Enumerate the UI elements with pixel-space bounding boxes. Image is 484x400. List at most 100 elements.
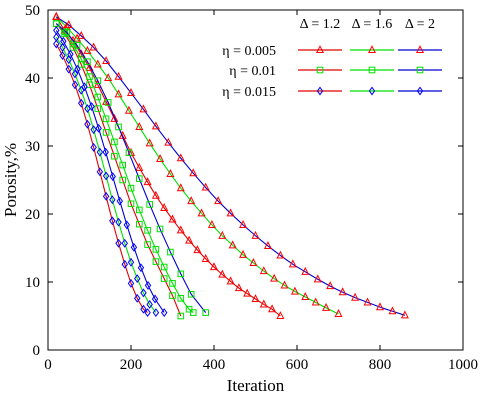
square-marker [73,42,81,49]
triangle-marker [135,162,144,171]
diamond-marker [96,167,104,177]
legend: Δ = 1.2 Δ = 1.6 Δ = 2 η = 0.005 η = 0.01 η = … [222,17,442,100]
triangle-marker [351,292,360,301]
triangle-marker [226,208,235,217]
square-marker [102,129,110,136]
diamond-marker [115,217,122,227]
legend-sample [398,66,442,74]
triangle-marker [375,302,385,311]
diamond-marker [81,82,88,92]
triangle-marker [388,306,397,315]
diamond-marker [77,98,85,108]
triangle-marker [151,190,160,199]
square-marker [167,248,174,256]
series-5 [53,20,209,316]
triangle-marker [114,71,123,80]
legend-sample [398,45,442,54]
triangle-marker [201,182,210,191]
series-2 [52,11,409,319]
diamond-marker [53,39,60,49]
square-marker [84,58,91,65]
triangle-marker [259,266,268,275]
series-line [55,16,339,315]
square-marker [136,206,143,214]
diamond-marker [137,263,145,273]
diamond-marker [53,32,60,42]
series-3 [53,20,185,320]
triangle-marker [83,45,92,54]
triangle-marker [176,153,185,162]
triangle-marker [311,297,320,306]
series-line [55,36,157,313]
series-line [55,16,281,317]
triangle-marker [280,280,289,289]
triangle-marker [126,88,136,97]
x-axis-title: Iteration [227,376,285,395]
diamond-marker [53,25,60,35]
legend-column-header: Δ = 1.2 [300,17,341,32]
triangle-marker [322,302,331,311]
triangle-marker [89,42,98,51]
triangle-marker [239,219,248,228]
triangle-marker [160,202,169,211]
triangle-marker [166,168,175,177]
diamond-marker [144,308,151,318]
legend-sample [350,45,394,54]
diamond-marker [102,171,110,181]
square-marker [177,270,185,278]
legend-diamond-marker [368,86,376,96]
diamond-marker [67,49,74,59]
square-marker [111,152,118,160]
square-marker [77,55,85,63]
y-tick-label: 0 [33,343,41,359]
y-tick-label: 40 [25,71,40,87]
triangle-marker [102,56,111,65]
square-marker [63,29,70,36]
square-marker [127,200,135,208]
square-marker [160,275,168,282]
series-layer [52,11,409,320]
triangle-marker [234,283,243,292]
series-6 [53,39,151,318]
axes: 0 200 400 600 800 1000 0 10 20 30 40 50 [25,3,478,373]
triangle-marker [85,62,94,71]
diamond-marker [59,51,66,61]
square-marker [144,241,151,248]
legend-column-header: Δ = 2 [405,17,435,32]
square-marker [202,309,209,316]
legend-sample [298,45,342,54]
square-marker [187,290,195,298]
triangle-marker [201,253,210,262]
diamond-marker [121,238,128,248]
legend-sample [350,86,394,96]
triangle-marker [218,230,227,239]
triangle-marker [338,287,347,296]
triangle-marker [251,294,260,303]
diamond-marker [160,308,168,318]
diamond-marker [71,69,79,79]
triangle-marker [156,154,165,162]
square-marker [119,176,127,184]
square-marker [169,280,176,287]
legend-square-marker [316,66,324,74]
square-marker [169,292,176,299]
legend-diamond-marker [316,86,324,96]
series-line [55,43,148,314]
diamond-marker [127,257,135,267]
diamond-marker [95,123,102,133]
diamond-marker [151,294,159,304]
square-marker [189,309,197,316]
square-marker [136,220,143,228]
triangle-marker [301,292,310,301]
legend-diamond-marker [416,86,424,96]
diamond-marker [127,278,135,288]
diamond-marker [123,220,131,230]
square-marker [136,175,143,182]
square-marker [94,93,102,101]
y-tick-label: 50 [25,3,40,19]
legend-row-label: η = 0.01 [229,64,276,79]
x-tick-label: 600 [286,357,309,373]
series-7 [53,32,160,318]
triangle-marker [143,177,152,186]
triangle-marker [185,235,194,244]
